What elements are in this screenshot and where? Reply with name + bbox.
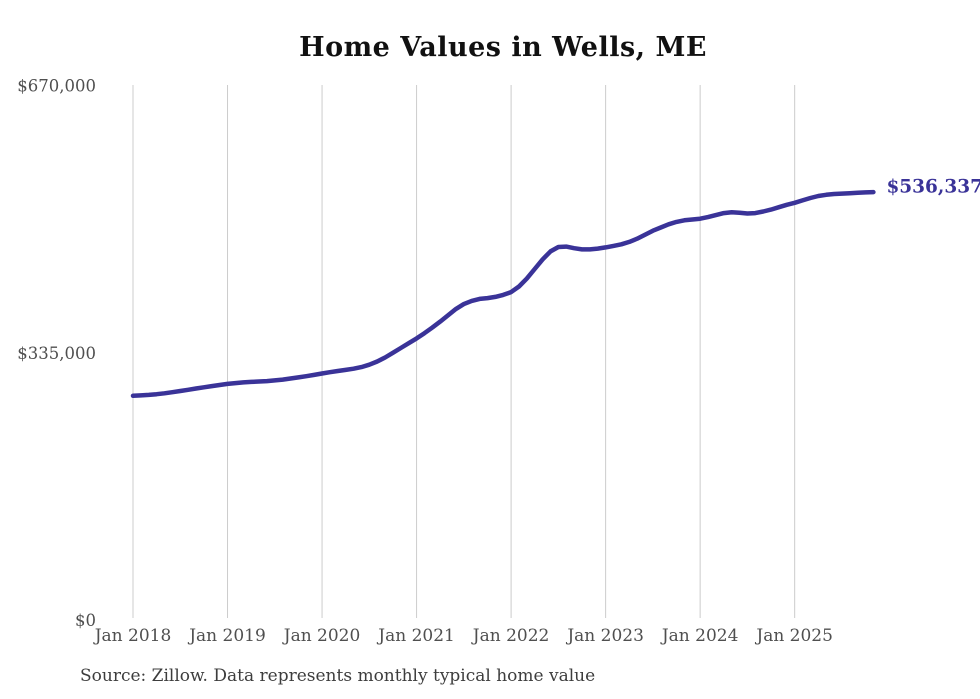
vertical-gridlines: [132, 85, 796, 618]
x-tick-label: Jan 2021: [376, 626, 455, 646]
x-axis-tick-labels: Jan 2018 Jan 2019 Jan 2020 Jan 2021 Jan 2022…: [93, 626, 833, 646]
home-value-line-series: [130, 189, 876, 399]
chart-title: Home Values in Wells, ME: [299, 32, 707, 63]
x-tick-label: Jan 2018: [93, 626, 172, 646]
y-axis-tick-labels: $0 $335,000 $670,000: [17, 77, 96, 631]
x-tick-label: Jan 2022: [471, 626, 550, 646]
y-tick-label: $0: [75, 611, 96, 630]
x-tick-label: Jan 2024: [660, 626, 739, 646]
x-tick-label: Jan 2020: [282, 626, 361, 646]
source-note: Source: Zillow. Data represents monthly …: [80, 666, 596, 686]
x-tick-label: Jan 2019: [187, 626, 266, 646]
x-tick-label: Jan 2025: [754, 626, 833, 646]
latest-value-label: $536,337: [886, 177, 980, 198]
x-tick-label: Jan 2023: [565, 626, 644, 646]
y-tick-label: $670,000: [17, 77, 96, 96]
y-tick-label: $335,000: [17, 344, 96, 363]
